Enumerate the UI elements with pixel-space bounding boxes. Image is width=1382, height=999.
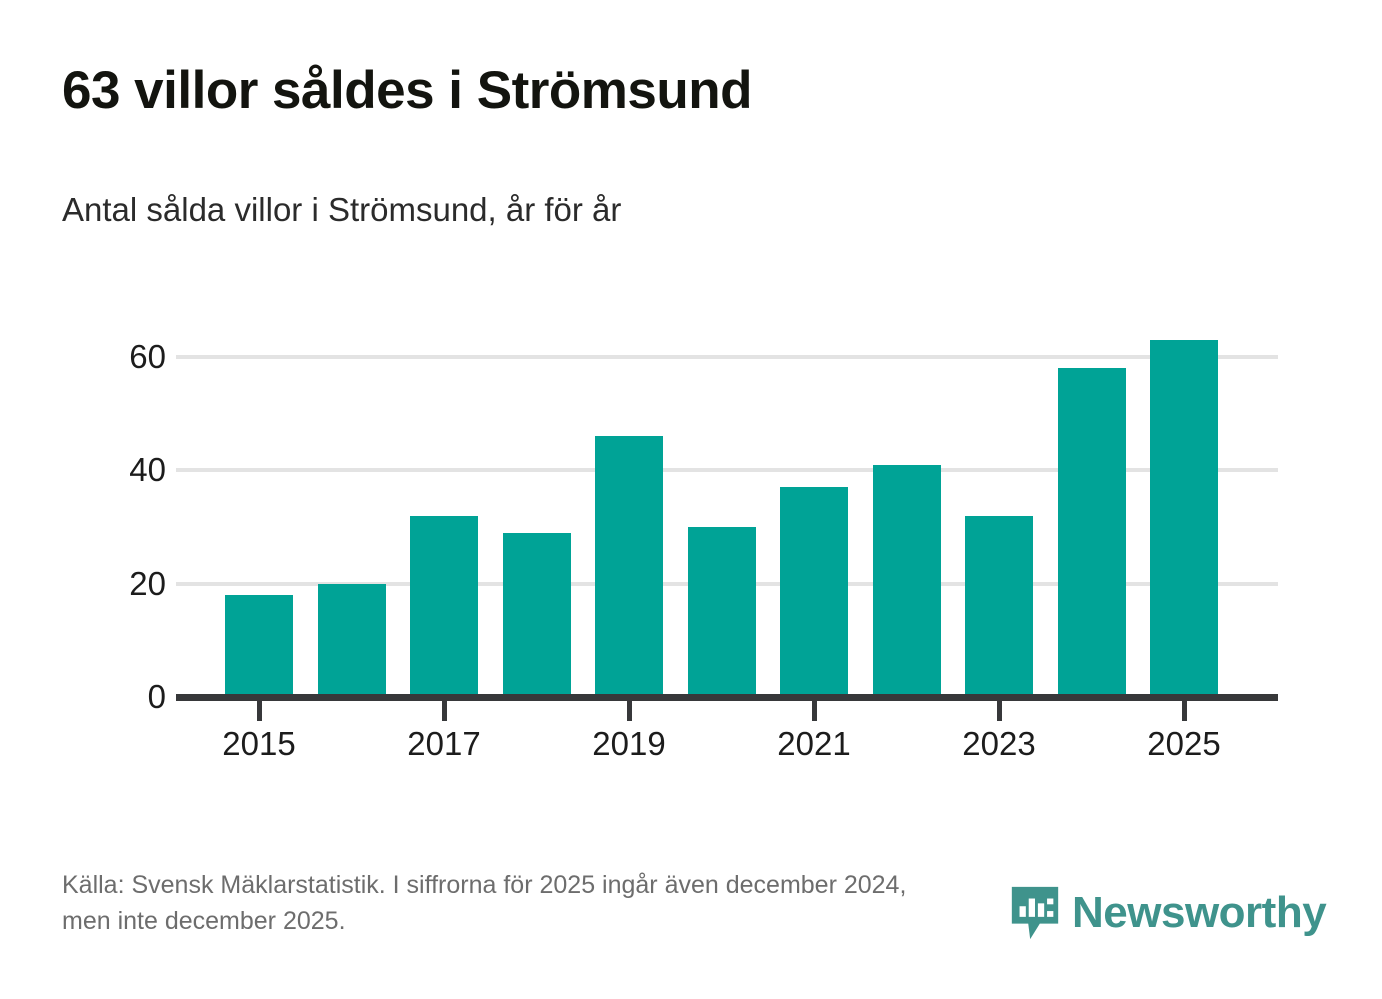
y-axis-tick-label: 20 [129,564,166,602]
x-axis-tick-label: 2019 [592,725,666,762]
gridline [176,468,1278,473]
page-title: 63 villor såldes i Strömsund [62,61,752,120]
bar [1150,340,1218,697]
bar [1057,368,1126,697]
x-axis-tick [441,700,447,721]
plot-area [176,340,1278,701]
chart-subtitle: Antal sålda villor i Strömsund, år för å… [62,191,622,228]
gridline [176,355,1278,359]
x-axis-tick-label: 2021 [777,725,851,762]
bar [595,436,663,697]
x-axis-tick-label: 2015 [222,725,296,762]
bar [965,515,1033,697]
x-axis-tick [626,700,632,721]
x-axis-tick [996,700,1002,721]
bar [502,532,571,697]
bar [872,464,941,697]
x-axis: 2015 2017 2019 2021 2023 2025 [176,697,1278,787]
y-axis-tick-label: 40 [129,451,166,489]
bar [225,595,293,697]
bar [317,583,386,697]
y-axis-tick-label: 60 [129,338,166,375]
x-axis-tick-label: 2023 [962,725,1036,762]
source-note: Källa: Svensk Mäklarstatistik. I siffror… [62,868,1292,939]
x-axis-tick-label: 2017 [407,725,481,762]
bar [780,487,848,697]
x-axis-tick [256,700,262,721]
x-axis-tick-label: 2025 [1147,725,1221,762]
bar [410,515,478,697]
x-axis-tick [1181,700,1187,721]
bars-layer [176,340,1278,697]
source-note-line-1: Källa: Svensk Mäklarstatistik. I siffror… [62,871,907,899]
bar [687,527,756,697]
newsworthy-logo: Newsworthy [1008,885,1327,941]
x-axis-line [176,694,1278,701]
y-axis-tick-label: 0 [147,678,166,715]
x-axis-tick [811,700,817,721]
newsworthy-logo-icon [1011,886,1059,940]
source-note-line-2: men inte december 2025. [62,906,346,935]
newsworthy-wordmark: Newsworthy [1072,888,1327,937]
